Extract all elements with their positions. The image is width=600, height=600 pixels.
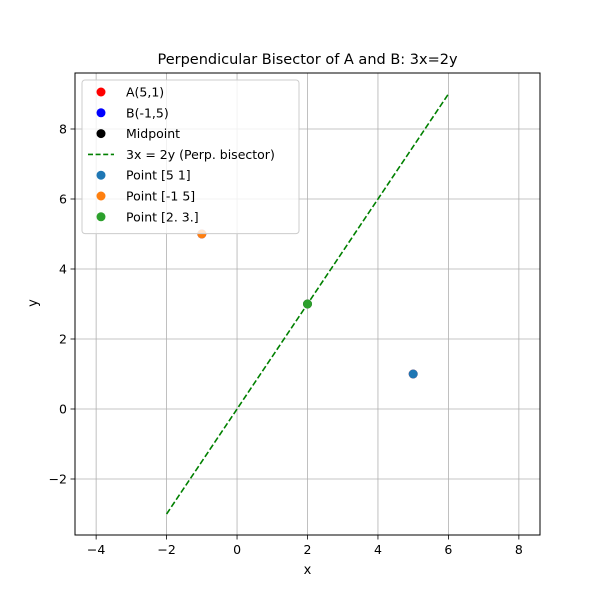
chart-title: Perpendicular Bisector of A and B: 3x=2y <box>157 52 457 68</box>
scatter-point-5 <box>408 369 418 379</box>
x-tick-label: 8 <box>515 542 523 557</box>
legend-label: 3x = 2y (Perp. bisector) <box>126 147 275 162</box>
y-tick-label: 0 <box>59 402 67 417</box>
legend-label: A(5,1) <box>126 85 164 100</box>
x-tick-label: −4 <box>87 542 105 557</box>
legend-marker <box>96 108 106 118</box>
y-axis-label: y <box>26 299 41 307</box>
legend-marker <box>96 212 106 222</box>
legend-label: Point [-1 5] <box>126 189 195 204</box>
legend-box <box>81 79 300 235</box>
x-tick-label: 4 <box>374 542 382 557</box>
x-tick-label: 2 <box>304 542 312 557</box>
x-tick-label: 0 <box>233 542 241 557</box>
legend-marker <box>96 87 106 97</box>
legend-marker <box>96 129 106 139</box>
scatter-point-7 <box>303 299 312 309</box>
legend-label: B(-1,5) <box>126 105 169 120</box>
x-tick-label: 6 <box>444 542 452 557</box>
legend-label: Point [5 1] <box>126 168 191 183</box>
y-tick-label: 2 <box>59 332 67 347</box>
plot-area: −4 −2 0 2 4 6 8 −2 0 2 4 6 8 A(5,1) B(-1,5) Midpoint 3x … <box>49 72 541 557</box>
y-tick-label: 8 <box>59 122 67 137</box>
legend-label: Midpoint <box>126 126 180 141</box>
y-tick-label: 6 <box>59 192 67 207</box>
legend: A(5,1) B(-1,5) Midpoint 3x = 2y (Perp. bise… <box>81 79 300 235</box>
y-tick-label: −2 <box>49 472 67 487</box>
legend-marker <box>96 191 106 201</box>
legend-marker <box>96 170 106 180</box>
x-tick-label: −2 <box>157 542 175 557</box>
x-axis-label: x <box>304 563 312 578</box>
legend-label: Point [2. 3.] <box>126 209 199 224</box>
y-tick-label: 4 <box>59 262 67 277</box>
